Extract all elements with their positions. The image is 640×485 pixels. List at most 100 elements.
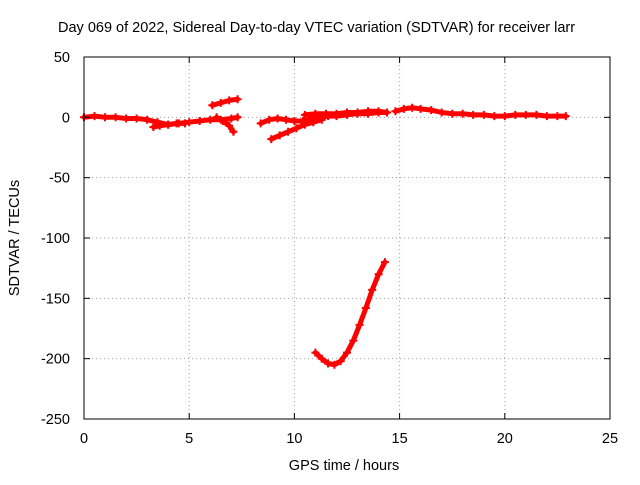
data-series [208,95,242,110]
data-point [511,110,520,119]
data-point [479,110,488,119]
data-point [355,320,364,329]
data-point [311,348,320,357]
data-point [332,109,341,118]
y-tick-label: 50 [54,50,70,66]
data-point [317,354,326,363]
data-point [227,114,236,123]
data-series [267,115,326,144]
data-point [317,115,326,124]
data-point [311,109,320,118]
data-point [542,112,551,121]
x-axis-label: GPS time / hours [289,458,399,474]
y-tick-label: -150 [41,291,70,307]
data-point [416,104,425,113]
data-point [500,112,509,121]
x-tick-label: 20 [497,431,513,447]
data-point [149,123,158,131]
y-axis-label: SDTVAR / TECUs [7,180,23,296]
data-point [267,135,276,144]
x-tick-label: 10 [286,431,302,447]
data-point [309,118,318,127]
data-point [164,120,173,129]
data-point [343,108,351,117]
data-point [427,106,436,115]
data-point [349,336,358,345]
data-point [208,101,217,110]
data-point [225,121,234,130]
chart-title: Day 069 of 2022, Sidereal Day-to-day VTE… [58,20,575,36]
data-point [343,348,351,357]
data-point [212,113,221,122]
y-tick-label: -50 [49,171,70,187]
data-point [229,127,238,136]
data-point [391,107,400,116]
data-point [181,119,189,128]
x-tick-label: 0 [80,431,88,447]
data-point [292,124,301,133]
data-point [282,115,290,124]
data-point [233,95,242,104]
data-series [149,119,189,131]
data-series [300,107,391,119]
y-tick-label: -250 [41,412,70,428]
data-point [361,304,370,312]
tick-labels: 0 5 10 15 20 25 -250 -200 -150 -100 -50 0 50 [41,50,618,447]
x-tick-label: 15 [392,431,408,447]
data-point [284,127,293,136]
data-point [324,359,333,368]
data-point [437,108,446,117]
data-point [132,114,141,123]
tick-marks [83,56,611,420]
data-point [218,117,227,125]
series-trace [214,114,236,135]
data-point [380,258,389,267]
data-point [290,117,299,125]
data-point [322,109,330,118]
data-point [122,114,131,123]
y-tick-label: 0 [62,110,70,126]
x-tick-label: 5 [185,431,193,447]
data-point [490,112,499,121]
data-point [275,131,284,140]
data-series [212,113,238,136]
x-tick-label: 25 [602,431,618,447]
data-point [216,98,225,107]
data-point [383,108,391,117]
data-point [399,104,408,113]
data-point [448,109,457,118]
data-points [80,95,570,369]
data-point [408,103,417,112]
data-point [300,120,309,129]
data-point [561,112,570,121]
data-point [374,107,383,116]
data-point [336,357,345,366]
data-point [206,115,215,124]
data-point [195,117,204,125]
series-trace [209,96,241,108]
data-point [273,114,282,123]
data-point [364,107,372,116]
data-point [256,119,265,128]
data-point [330,360,339,369]
data-point [143,115,152,124]
data-point [458,109,467,118]
data-point [521,110,530,119]
data-point [368,285,377,294]
series-trace [312,259,388,368]
data-point [553,112,562,121]
data-point [353,108,362,117]
data-point [225,96,234,105]
data-point [300,110,309,119]
data-point [265,115,274,124]
data-series [311,258,389,369]
data-point [374,270,383,279]
y-tick-label: -200 [41,352,70,368]
data-point [111,113,120,122]
data-point [101,113,109,122]
data-point [469,110,478,119]
data-point [155,121,164,130]
y-tick-label: -100 [41,231,70,247]
